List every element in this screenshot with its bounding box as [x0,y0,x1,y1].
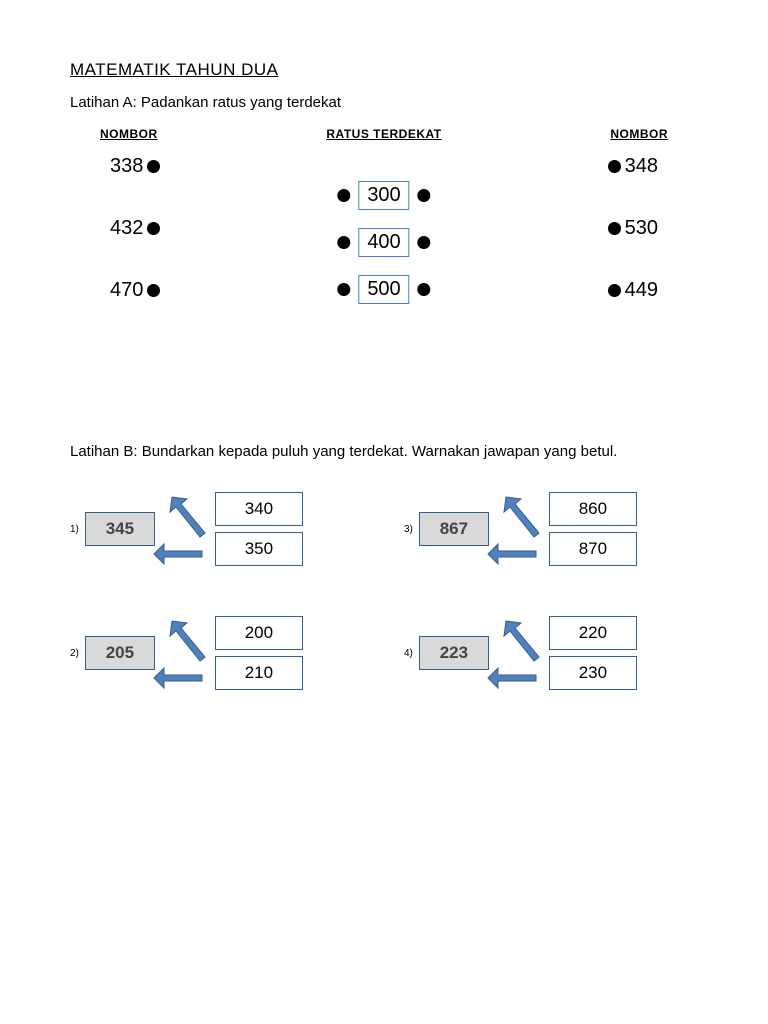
source-number-box: 867 [419,512,489,546]
number-value: 470 [110,279,143,302]
question-item: 1) 345 340 350 [70,492,364,566]
connector-dot [418,236,431,249]
connector-dot [147,284,160,297]
source-number-box: 223 [419,636,489,670]
question-number: 4) [404,648,413,659]
question-item: 2) 205 200 210 [70,616,364,690]
source-number-box: 345 [85,512,155,546]
connector-dot [608,284,621,297]
question-number: 3) [404,524,413,535]
source-number-box: 205 [85,636,155,670]
question-number: 2) [70,648,79,659]
connector-dot [147,222,160,235]
center-targets-column: 300 400 500 [337,181,430,322]
target-box: 300 [358,181,409,210]
choice-arrows-icon [152,489,212,569]
choice-arrows-icon [152,613,212,693]
option-box[interactable]: 860 [549,492,637,526]
section-b-grid: 1) 345 340 350 3) 867 860 870 2) 205 [70,492,698,690]
left-number-item: 432 [110,213,160,243]
choice-arrows-icon [486,489,546,569]
number-value: 432 [110,217,143,240]
center-target-item: 400 [337,228,430,257]
right-number-item: 449 [608,275,658,305]
option-box[interactable]: 870 [549,532,637,566]
center-target-item: 500 [337,275,430,304]
connector-dot [337,283,350,296]
target-box: 400 [358,228,409,257]
choice-arrows-icon [486,613,546,693]
left-number-item: 338 [110,151,160,181]
options-column: 220 230 [549,616,637,690]
matching-area: 338 432 470 300 400 500 348 530 449 [70,151,698,361]
option-box[interactable]: 350 [215,532,303,566]
number-value: 530 [625,217,658,240]
section-a-headers: NOMBOR RATUS TERDEKAT NOMBOR [70,127,698,141]
connector-dot [147,160,160,173]
options-column: 200 210 [215,616,303,690]
option-box[interactable]: 210 [215,656,303,690]
question-number: 1) [70,524,79,535]
right-number-item: 530 [608,213,658,243]
option-box[interactable]: 200 [215,616,303,650]
connector-dot [418,189,431,202]
center-target-item: 300 [337,181,430,210]
connector-dot [337,236,350,249]
header-center: RATUS TERDEKAT [326,127,441,141]
question-item: 3) 867 860 870 [404,492,698,566]
header-right: NOMBOR [610,127,668,141]
left-numbers-column: 338 432 470 [110,151,160,337]
left-number-item: 470 [110,275,160,305]
right-number-item: 348 [608,151,658,181]
options-column: 860 870 [549,492,637,566]
question-item: 4) 223 220 230 [404,616,698,690]
header-left: NOMBOR [100,127,158,141]
option-box[interactable]: 230 [549,656,637,690]
target-box: 500 [358,275,409,304]
connector-dot [608,222,621,235]
options-column: 340 350 [215,492,303,566]
number-value: 338 [110,155,143,178]
number-value: 449 [625,279,658,302]
connector-dot [418,283,431,296]
right-numbers-column: 348 530 449 [608,151,658,337]
page-title: MATEMATIK TAHUN DUA [70,60,698,80]
number-value: 348 [625,155,658,178]
connector-dot [337,189,350,202]
option-box[interactable]: 340 [215,492,303,526]
section-b-instruction: Latihan B: Bundarkan kepada puluh yang t… [70,441,698,462]
option-box[interactable]: 220 [549,616,637,650]
section-a-instruction: Latihan A: Padankan ratus yang terdekat [70,94,698,111]
connector-dot [608,160,621,173]
